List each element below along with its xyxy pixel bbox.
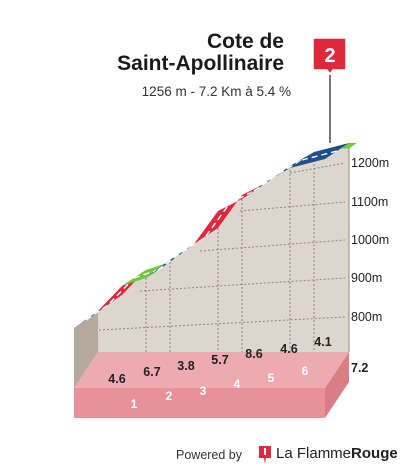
elevation-grid [98, 162, 346, 331]
gradient-label-7: 4.1 [314, 335, 331, 349]
grid-line-1100 [239, 201, 346, 212]
ribbon-centerline-5 [205, 190, 255, 237]
ribbon-centerline-2 [109, 277, 135, 304]
elevation-label-1200: 1200m [351, 156, 389, 170]
category-flag: 2 [312, 37, 347, 76]
brand-la-flamme: La Flamme [276, 445, 352, 462]
elevation-label-800: 800m [351, 310, 382, 324]
gradient-label-6: 4.6 [280, 342, 297, 356]
ribbon-segment-4 [146, 228, 218, 278]
elevation-label-900: 900m [351, 271, 382, 285]
climb-title-line2: Saint-Apollinaire [117, 52, 284, 75]
flamme-rouge-brand[interactable]: La FlammeRouge [276, 445, 398, 462]
distance-band-top [74, 352, 349, 388]
gradient-label-1: 4.6 [108, 372, 125, 386]
ribbon-centerline-4 [157, 235, 207, 271]
profile-left-wall [74, 312, 98, 388]
ribbon-summit-tip [341, 143, 357, 149]
elevation-label-1100: 1100m [351, 195, 388, 209]
km-label-1: 1 [131, 397, 138, 411]
gradient-label-4: 5.7 [211, 353, 228, 367]
km-label-4: 4 [234, 377, 241, 391]
profile-face [98, 143, 349, 352]
gradient-label-2: 6.7 [143, 365, 160, 379]
gradient-labels: 4.6 6.7 3.8 5.7 8.6 4.6 4.1 [108, 335, 331, 386]
km-labels: 1 2 3 4 5 6 [131, 364, 309, 411]
ribbon-centerline-1 [85, 302, 111, 321]
ribbon-segment-5 [194, 183, 266, 244]
climb-title-line1: Cote de [206, 30, 284, 53]
gradient-label-3: 3.8 [177, 359, 194, 373]
grid-line-1000 [199, 239, 346, 252]
distance-band-side [325, 352, 349, 418]
gradient-label-5: 8.6 [245, 347, 262, 361]
gradient-ribbon [74, 143, 357, 328]
distance-band-front [74, 388, 325, 418]
grid-line-800 [98, 316, 346, 331]
ribbon-centerline-3 [133, 269, 159, 279]
km-label-2: 2 [166, 389, 173, 403]
category-flag-number: 2 [324, 45, 335, 67]
km-label-6: 6 [302, 364, 309, 378]
flamme-rouge-logo-icon [259, 446, 271, 464]
brand-rouge: Rouge [351, 445, 398, 462]
ribbon-centerline-7 [301, 150, 338, 161]
ribbon-segment-7 [290, 143, 349, 168]
elevation-label-1000: 1000m [351, 233, 389, 247]
total-distance-label: 7.2 [351, 361, 368, 375]
grid-line-1200 [289, 162, 346, 174]
powered-by-text: Powered by [176, 448, 243, 462]
km-dividers [145, 152, 315, 352]
climb-subtitle: 1256 m - 7.2 Km à 5.4 % [141, 84, 291, 99]
elevation-labels: 800m 900m 1000m 1100m 1200m [351, 156, 389, 324]
km-label-5: 5 [268, 371, 275, 385]
km-label-3: 3 [200, 384, 207, 398]
